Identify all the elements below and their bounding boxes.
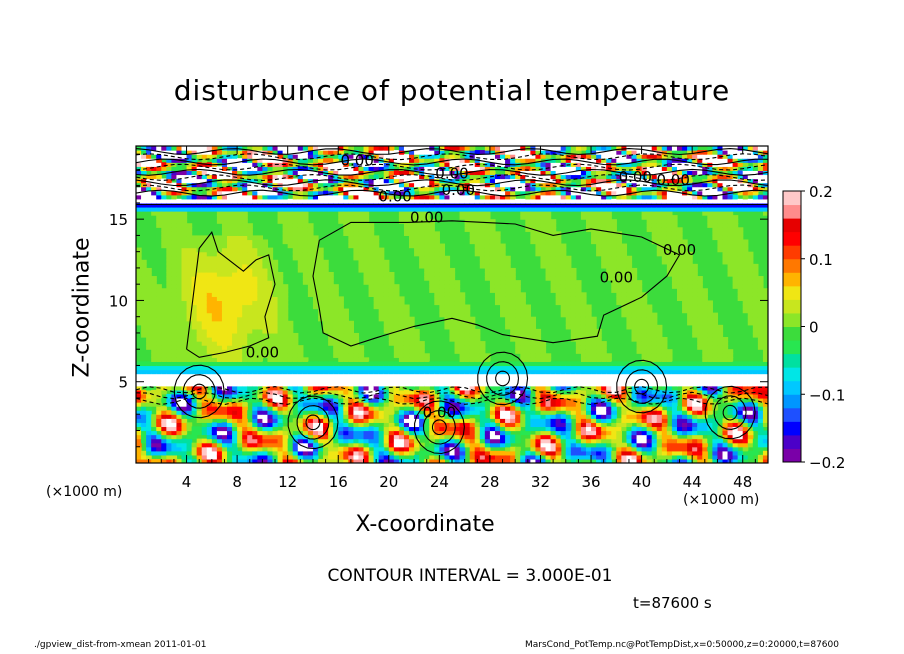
colorbar-swatch xyxy=(783,367,801,382)
contour-label: 0.00 xyxy=(423,403,456,421)
footer-left: ./gpview_dist-from-xmean 2011-01-01 xyxy=(34,640,207,650)
x-tick-label: 24 xyxy=(430,473,449,491)
colorbar-swatch xyxy=(783,448,801,463)
colorbar-swatch xyxy=(783,231,801,246)
x-tick-label: 36 xyxy=(581,473,600,491)
time-note: t=87600 s xyxy=(633,594,712,612)
colorbar-swatch xyxy=(783,312,801,327)
colorbar: 0.2 0.1 0 −0.1 −0.2 xyxy=(782,183,845,472)
colorbar-swatch xyxy=(783,272,801,287)
contour-label: 0.00 xyxy=(442,181,475,199)
contour-interval-note: CONTOUR INTERVAL = 3.000E-01 xyxy=(327,566,613,586)
contour-lines: 0.000.000.000.00 0.000.000.000.000.000.00… xyxy=(136,148,768,455)
colorbar-swatch xyxy=(783,326,801,341)
x-tick-label: 16 xyxy=(329,473,348,491)
y-tick-label: 5 xyxy=(118,374,128,392)
x-tick-label: 20 xyxy=(379,473,398,491)
x-tick-label: 4 xyxy=(182,473,192,491)
colorbar-swatch xyxy=(783,353,801,368)
colorbar-swatch xyxy=(783,258,801,273)
x-tick-label: 8 xyxy=(232,473,242,491)
colorbar-tick-label: 0.1 xyxy=(809,251,833,269)
footer-right: MarsCond_PotTemp.nc@PotTempDist,x=0:5000… xyxy=(525,640,839,650)
contour-label: 0.00 xyxy=(656,171,689,189)
y-tick-label: 15 xyxy=(109,211,128,229)
colorbar-swatch xyxy=(783,407,801,422)
colorbar-tick-label: −0.1 xyxy=(809,386,845,404)
contour-label: 0.00 xyxy=(378,187,411,205)
colorbar-tick-label: −0.2 xyxy=(809,454,845,472)
colorbar-swatch xyxy=(783,191,801,206)
colorbar-swatch xyxy=(783,245,801,260)
x-tick-label: 28 xyxy=(480,473,499,491)
colorbar-swatch xyxy=(783,394,801,409)
y-tick-label: 10 xyxy=(109,292,128,310)
x-tick-label: 40 xyxy=(632,473,651,491)
colorbar-swatch xyxy=(783,204,801,219)
contour-label: 0.00 xyxy=(600,269,633,287)
colorbar-tick-label: 0 xyxy=(809,319,819,337)
colorbar-swatch xyxy=(783,299,801,314)
contour-label: 0.00 xyxy=(410,208,443,226)
x-unit-label: (×1000 m) xyxy=(46,484,123,500)
colorbar-swatch xyxy=(783,285,801,300)
x-unit-label-right: (×1000 m) xyxy=(683,492,760,508)
x-tick-label: 12 xyxy=(278,473,297,491)
x-axis-title: X-coordinate xyxy=(355,512,495,537)
x-tick-label: 32 xyxy=(531,473,550,491)
colorbar-swatch xyxy=(783,218,801,233)
contour-label: 0.00 xyxy=(663,241,696,259)
contour-label: 0.00 xyxy=(619,168,652,186)
y-axis-title: Z-coordinate xyxy=(69,237,95,378)
contour-label: 0.00 xyxy=(435,165,468,183)
x-axis: 4 8 12 16 20 24 28 32 36 40 44 48 xyxy=(148,146,756,491)
x-tick-label: 44 xyxy=(683,473,702,491)
colorbar-tick-label: 0.2 xyxy=(809,183,833,201)
chart-title: disturbunce of potential temperature xyxy=(173,74,731,107)
colorbar-swatch xyxy=(783,340,801,355)
colorbar-swatch xyxy=(783,380,801,395)
contour-label: 0.00 xyxy=(246,343,279,361)
contour-label: 0.00 xyxy=(340,152,373,170)
colorbar-swatch xyxy=(783,434,801,449)
y-axis: 5 10 15 xyxy=(109,153,768,448)
colorbar-swatch xyxy=(783,421,801,436)
x-tick-label: 48 xyxy=(733,473,752,491)
